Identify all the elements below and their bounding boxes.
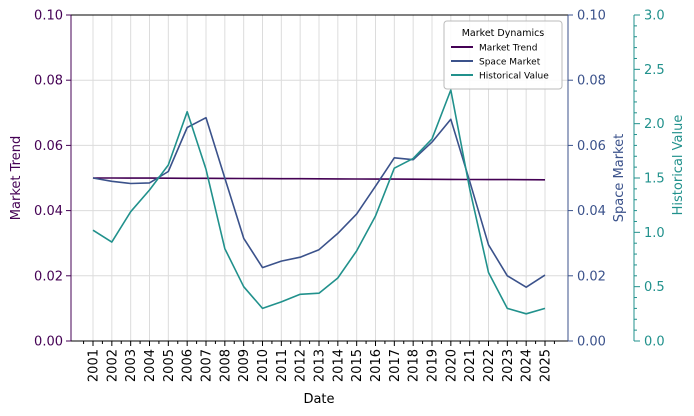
series-line-space-market bbox=[92, 116, 546, 289]
left-tick-label: 0.08 bbox=[34, 74, 63, 89]
x-tick-label: 2012 bbox=[294, 349, 309, 382]
right2-axis-ticks: 0.0 0.5 1.0 1.5 2.0 2.5 3.0 bbox=[634, 9, 665, 350]
x-axis-ticks: 2001 2002 2003 2004 2005 2006 2007 2008 2009 2010… bbox=[83, 341, 555, 382]
right1-tick-label: 0.04 bbox=[577, 204, 606, 219]
right1-tick-label: 0.00 bbox=[577, 335, 606, 350]
x-tick-label: 2010 bbox=[256, 349, 271, 382]
left-tick-label: 0.02 bbox=[34, 269, 63, 284]
x-tick-label: 2009 bbox=[237, 349, 252, 382]
x-tick-label: 2014 bbox=[331, 349, 346, 382]
right2-tick-label: 2.0 bbox=[644, 117, 665, 132]
x-tick-label: 2006 bbox=[181, 349, 196, 382]
x-tick-label: 2007 bbox=[200, 349, 215, 382]
right2-tick-label: 0.5 bbox=[644, 280, 665, 295]
x-tick-label: 2005 bbox=[162, 349, 177, 382]
legend: Market Dynamics Market Trend Space Market… bbox=[443, 20, 563, 90]
legend-title: Market Dynamics bbox=[462, 28, 545, 39]
x-tick-label: 2003 bbox=[124, 349, 139, 382]
x-tick-label: 2021 bbox=[463, 349, 478, 382]
x-tick-label: 2001 bbox=[87, 349, 102, 382]
series-line-market-trend bbox=[93, 177, 546, 181]
left-axis-ticks: 0.00 0.02 0.04 0.06 0.08 0.10 bbox=[34, 9, 71, 350]
series-line-historical-value bbox=[92, 89, 546, 315]
left-axis-label: Market Trend bbox=[9, 136, 24, 220]
x-tick-label: 2018 bbox=[407, 349, 422, 382]
left-tick-label: 0.06 bbox=[34, 139, 63, 154]
x-tick-label: 2023 bbox=[501, 349, 516, 382]
x-tick-label: 2013 bbox=[313, 349, 328, 382]
right2-tick-label: 0.0 bbox=[644, 335, 665, 350]
right2-axis-label: Historical Value bbox=[671, 115, 686, 216]
legend-label: Market Trend bbox=[479, 44, 537, 54]
x-tick-label: 2017 bbox=[388, 349, 403, 382]
right1-tick-label: 0.10 bbox=[577, 9, 606, 24]
x-tick-label: 2002 bbox=[105, 349, 120, 382]
right2-tick-label: 3.0 bbox=[644, 9, 665, 24]
series-lines bbox=[92, 89, 546, 315]
right1-axis-ticks: 0.00 0.02 0.04 0.06 0.08 0.10 bbox=[568, 9, 606, 350]
x-tick-label: 2008 bbox=[218, 349, 233, 382]
legend-box bbox=[443, 20, 563, 90]
right1-tick-label: 0.08 bbox=[577, 74, 606, 89]
x-axis-label: Date bbox=[303, 392, 334, 407]
x-tick-label: 2025 bbox=[539, 349, 554, 382]
legend-items: Market Trend Space Market Historical Value bbox=[451, 44, 549, 82]
right2-tick-label: 1.5 bbox=[644, 172, 665, 187]
right1-tick-label: 0.02 bbox=[577, 269, 606, 284]
x-tick-label: 2011 bbox=[275, 349, 290, 382]
x-tick-label: 2020 bbox=[444, 349, 459, 382]
legend-label: Space Market bbox=[479, 58, 541, 68]
left-tick-label: 0.10 bbox=[34, 9, 63, 24]
x-tick-label: 2022 bbox=[482, 349, 497, 382]
x-tick-label: 2024 bbox=[520, 349, 535, 382]
right2-tick-label: 1.0 bbox=[644, 226, 665, 241]
left-tick-label: 0.04 bbox=[34, 204, 63, 219]
x-tick-label: 2016 bbox=[369, 349, 384, 382]
x-tick-label: 2004 bbox=[143, 349, 158, 382]
left-tick-label: 0.00 bbox=[34, 335, 63, 350]
right2-tick-label: 2.5 bbox=[644, 63, 665, 78]
x-tick-label: 2015 bbox=[350, 349, 365, 382]
x-tick-label: 2019 bbox=[426, 349, 441, 382]
right1-axis-label: Space Market bbox=[612, 134, 627, 222]
legend-label: Historical Value bbox=[479, 72, 549, 82]
right1-tick-label: 0.06 bbox=[577, 139, 606, 154]
